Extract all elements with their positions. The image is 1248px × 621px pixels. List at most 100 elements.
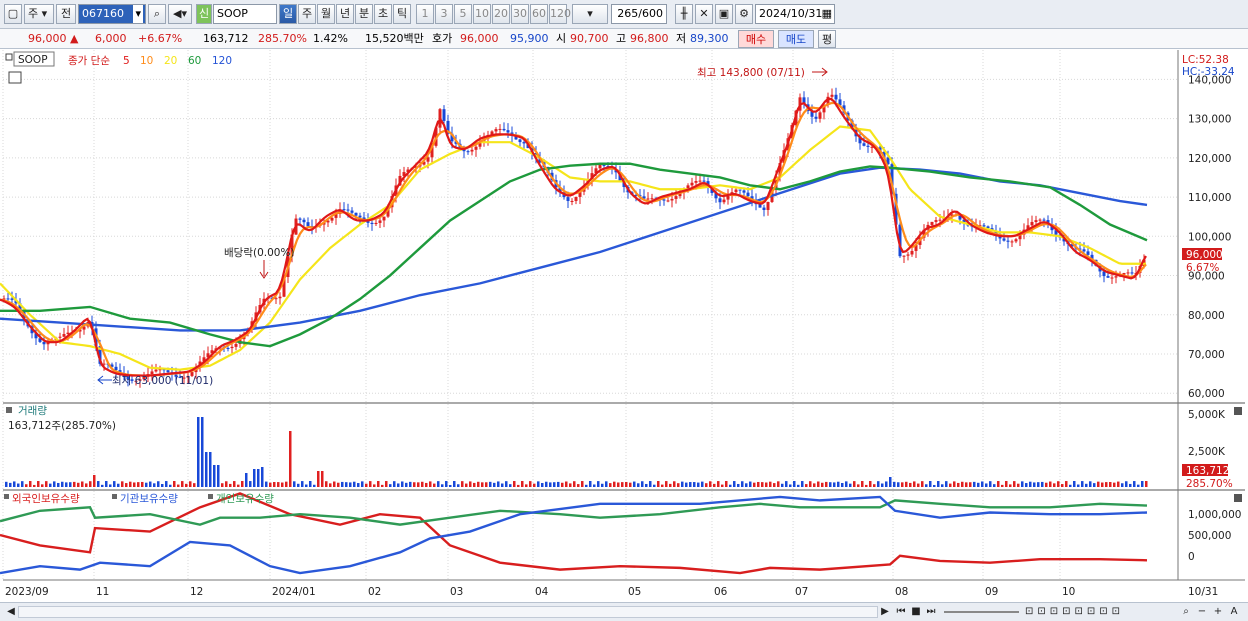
candle-body	[178, 376, 182, 378]
minute-3[interactable]: 3	[435, 4, 453, 24]
stock-chart[interactable]: 140,000 130,000 120,000 110,000 100,000 90,00…	[0, 50, 1248, 602]
candle-body	[746, 192, 750, 197]
price-tick-5: 90,000	[1188, 271, 1225, 283]
calendar-icon[interactable]: ▦	[821, 7, 832, 20]
speaker-icon[interactable]: ◀▾	[168, 4, 192, 24]
gear-icon[interactable]: ⚙	[735, 4, 753, 24]
period-0[interactable]: 일	[279, 4, 297, 24]
ma-legend-60[interactable]: 60	[188, 55, 201, 67]
candle-body	[858, 136, 862, 144]
minute-60[interactable]: 60	[530, 4, 548, 24]
last-icon[interactable]: ⏭	[926, 606, 936, 617]
crosshair-icon[interactable]: ✕	[695, 4, 713, 24]
holder-legend-0[interactable]: 외국인보유수량	[12, 493, 80, 505]
plus-icon[interactable]: +	[1213, 606, 1223, 617]
holder-legend-2[interactable]: 개인보유수량	[216, 493, 274, 505]
candle-body	[1002, 238, 1006, 241]
volume-bar	[165, 481, 168, 487]
volume-bar	[457, 484, 460, 487]
market-select[interactable]: 주 ▾	[24, 4, 54, 24]
first-icon[interactable]: ⏮	[896, 606, 906, 617]
window-icon[interactable]: ▢	[4, 4, 22, 24]
volume-bar	[317, 471, 320, 487]
volume-bar	[649, 481, 652, 487]
scroll-right-icon[interactable]: ▶	[881, 606, 889, 617]
prev-button[interactable]: 전	[56, 4, 76, 24]
legend-stock-name[interactable]: SOOP	[18, 54, 48, 66]
volume-bar	[9, 482, 12, 487]
volume-bar	[365, 483, 368, 487]
volume-bar	[5, 481, 8, 487]
save-icon[interactable]: ▣	[715, 4, 733, 24]
period-6[interactable]: 틱	[393, 4, 411, 24]
volume-bar	[149, 481, 152, 487]
stock-name-field[interactable]: SOOP	[213, 4, 277, 24]
candle-body	[934, 220, 938, 222]
period-2[interactable]: 월	[317, 4, 335, 24]
candle-body	[666, 200, 670, 202]
ma-legend-20[interactable]: 20	[164, 55, 177, 67]
volume-bar	[137, 482, 140, 487]
legend-type[interactable]: 종가 단순	[68, 55, 110, 67]
ma-legend-120[interactable]: 120	[212, 55, 232, 67]
candle-body	[186, 375, 190, 378]
period-1[interactable]: 주	[298, 4, 316, 24]
volume-bar	[661, 484, 664, 487]
candle-body	[818, 112, 822, 119]
period-5[interactable]: 초	[374, 4, 392, 24]
volume-bar	[373, 484, 376, 487]
scroll-left-icon[interactable]: ◀	[7, 606, 15, 617]
candle-icon[interactable]: ╫	[675, 4, 693, 24]
minute-10[interactable]: 10	[473, 4, 491, 24]
volume-close-icon[interactable]	[1234, 407, 1242, 415]
search-icon[interactable]: ⌕	[148, 4, 166, 24]
volume-bar	[133, 482, 136, 487]
date-field[interactable]: 2024/10/31 ▦	[755, 4, 835, 24]
stock-code-input[interactable]: 067160 ▾	[78, 4, 146, 24]
minute-30[interactable]: 30	[511, 4, 529, 24]
volume-bar	[453, 481, 456, 487]
calculator-icon[interactable]	[8, 71, 22, 84]
candle-body	[886, 157, 890, 165]
zoom-slider[interactable]	[944, 611, 1019, 613]
volume-bar	[853, 481, 856, 487]
volume-bar	[965, 482, 968, 487]
holder-close-icon[interactable]	[1234, 494, 1242, 502]
minute-5[interactable]: 5	[454, 4, 472, 24]
volume-bar	[249, 481, 252, 487]
candle-body	[430, 145, 434, 158]
minute-1[interactable]: 1	[416, 4, 434, 24]
eval-button[interactable]: 평	[818, 30, 836, 48]
volume-bar	[721, 484, 724, 487]
volume-bar	[53, 481, 56, 487]
candle-body	[210, 350, 214, 354]
volume-bar	[805, 484, 808, 487]
font-icon[interactable]: A	[1230, 606, 1238, 617]
volume-bar	[993, 484, 996, 487]
minute-120[interactable]: 120	[549, 4, 571, 24]
minus-icon[interactable]: −	[1197, 606, 1207, 617]
volume-title[interactable]: 거래량	[18, 405, 47, 417]
scrollbar-track[interactable]	[18, 606, 878, 618]
candle-body	[6, 298, 10, 300]
candle-body	[838, 99, 842, 106]
tool-icons[interactable]: ⊡⊡⊡⊡⊡⊡⊡⊡	[1025, 606, 1125, 617]
candle-body	[1078, 248, 1082, 250]
candle-body	[694, 181, 698, 183]
period-4[interactable]: 분	[355, 4, 373, 24]
minute-custom-select[interactable]: ▾	[572, 4, 608, 24]
count-field[interactable]: 265/600	[611, 4, 667, 24]
buy-button[interactable]: 매수	[738, 30, 774, 48]
minute-20[interactable]: 20	[492, 4, 510, 24]
ma-legend-5[interactable]: 5	[123, 55, 130, 67]
volume-bar	[493, 482, 496, 487]
period-3[interactable]: 년	[336, 4, 354, 24]
ma-legend-10[interactable]: 10	[140, 55, 153, 67]
candle-body	[362, 217, 366, 221]
zoom-icon[interactable]: ⌕	[1183, 606, 1189, 617]
volume-bar	[545, 481, 548, 487]
stop-icon[interactable]: ■	[911, 606, 921, 617]
sell-button[interactable]: 매도	[778, 30, 814, 48]
holder-legend-1[interactable]: 기관보유수량	[120, 493, 178, 505]
volume-bar	[425, 482, 428, 487]
